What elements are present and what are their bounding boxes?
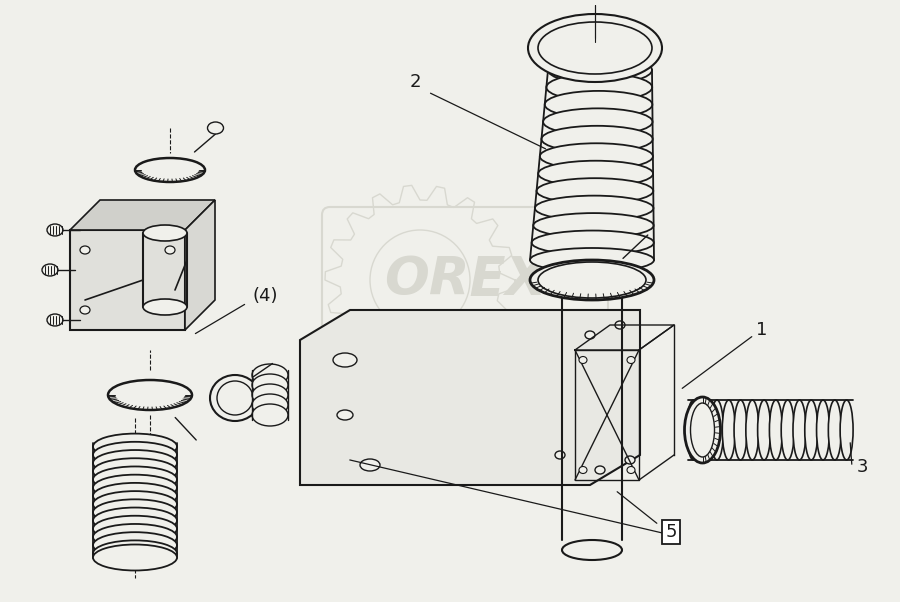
Ellipse shape: [252, 374, 288, 396]
Ellipse shape: [758, 400, 770, 460]
Ellipse shape: [80, 306, 90, 314]
Ellipse shape: [93, 458, 177, 484]
Ellipse shape: [80, 246, 90, 254]
Ellipse shape: [734, 400, 747, 460]
Ellipse shape: [93, 544, 177, 571]
Ellipse shape: [535, 196, 653, 221]
Ellipse shape: [546, 73, 652, 101]
Ellipse shape: [47, 224, 63, 236]
Polygon shape: [300, 310, 640, 485]
Ellipse shape: [42, 264, 58, 276]
Text: 3: 3: [856, 458, 868, 476]
Ellipse shape: [252, 394, 288, 416]
Ellipse shape: [579, 467, 587, 474]
Text: (4): (4): [252, 287, 278, 305]
Ellipse shape: [528, 14, 662, 82]
Ellipse shape: [93, 433, 177, 459]
Ellipse shape: [93, 467, 177, 492]
Ellipse shape: [93, 499, 177, 526]
Text: 2: 2: [410, 73, 421, 91]
Ellipse shape: [543, 108, 652, 135]
Ellipse shape: [165, 246, 175, 254]
Ellipse shape: [536, 178, 653, 203]
Ellipse shape: [93, 491, 177, 517]
Ellipse shape: [544, 91, 652, 118]
Ellipse shape: [770, 400, 782, 460]
Ellipse shape: [534, 213, 653, 238]
Ellipse shape: [710, 400, 724, 460]
Ellipse shape: [585, 331, 595, 339]
Ellipse shape: [538, 262, 646, 298]
Ellipse shape: [595, 466, 605, 474]
Ellipse shape: [793, 400, 806, 460]
Ellipse shape: [337, 410, 353, 420]
Ellipse shape: [805, 400, 818, 460]
Ellipse shape: [746, 400, 759, 460]
Ellipse shape: [165, 306, 175, 314]
Ellipse shape: [530, 260, 654, 300]
Ellipse shape: [252, 404, 288, 426]
Ellipse shape: [627, 356, 635, 364]
Ellipse shape: [548, 56, 652, 84]
Ellipse shape: [532, 231, 653, 255]
Ellipse shape: [685, 397, 721, 463]
Ellipse shape: [210, 375, 260, 421]
Ellipse shape: [252, 384, 288, 406]
Text: 1: 1: [756, 321, 768, 339]
Polygon shape: [70, 200, 215, 230]
Ellipse shape: [93, 450, 177, 476]
Ellipse shape: [540, 143, 652, 169]
Text: 5: 5: [665, 523, 677, 541]
Ellipse shape: [542, 126, 652, 152]
Ellipse shape: [93, 532, 177, 558]
Ellipse shape: [828, 400, 842, 460]
Ellipse shape: [93, 541, 177, 566]
Ellipse shape: [579, 356, 587, 364]
Ellipse shape: [93, 475, 177, 501]
Ellipse shape: [93, 516, 177, 542]
Ellipse shape: [333, 353, 357, 367]
Ellipse shape: [208, 122, 223, 134]
Ellipse shape: [781, 400, 794, 460]
Ellipse shape: [698, 400, 712, 460]
Ellipse shape: [93, 524, 177, 550]
Polygon shape: [185, 200, 215, 330]
Ellipse shape: [562, 540, 622, 560]
Ellipse shape: [93, 442, 177, 468]
Ellipse shape: [723, 400, 735, 460]
Ellipse shape: [135, 158, 205, 182]
Ellipse shape: [93, 483, 177, 509]
Polygon shape: [70, 230, 185, 330]
Ellipse shape: [93, 507, 177, 533]
Ellipse shape: [627, 467, 635, 474]
Ellipse shape: [360, 459, 380, 471]
Ellipse shape: [687, 400, 700, 460]
Ellipse shape: [555, 451, 565, 459]
Ellipse shape: [816, 400, 830, 460]
Ellipse shape: [625, 456, 635, 464]
Ellipse shape: [690, 403, 715, 457]
Ellipse shape: [143, 225, 187, 241]
Ellipse shape: [615, 321, 625, 329]
Text: OREX: OREX: [384, 254, 546, 306]
Ellipse shape: [217, 381, 253, 415]
Ellipse shape: [143, 299, 187, 315]
Ellipse shape: [538, 161, 653, 187]
Ellipse shape: [108, 380, 192, 410]
Ellipse shape: [840, 400, 853, 460]
Ellipse shape: [47, 314, 63, 326]
Ellipse shape: [252, 364, 288, 386]
Ellipse shape: [530, 248, 654, 272]
